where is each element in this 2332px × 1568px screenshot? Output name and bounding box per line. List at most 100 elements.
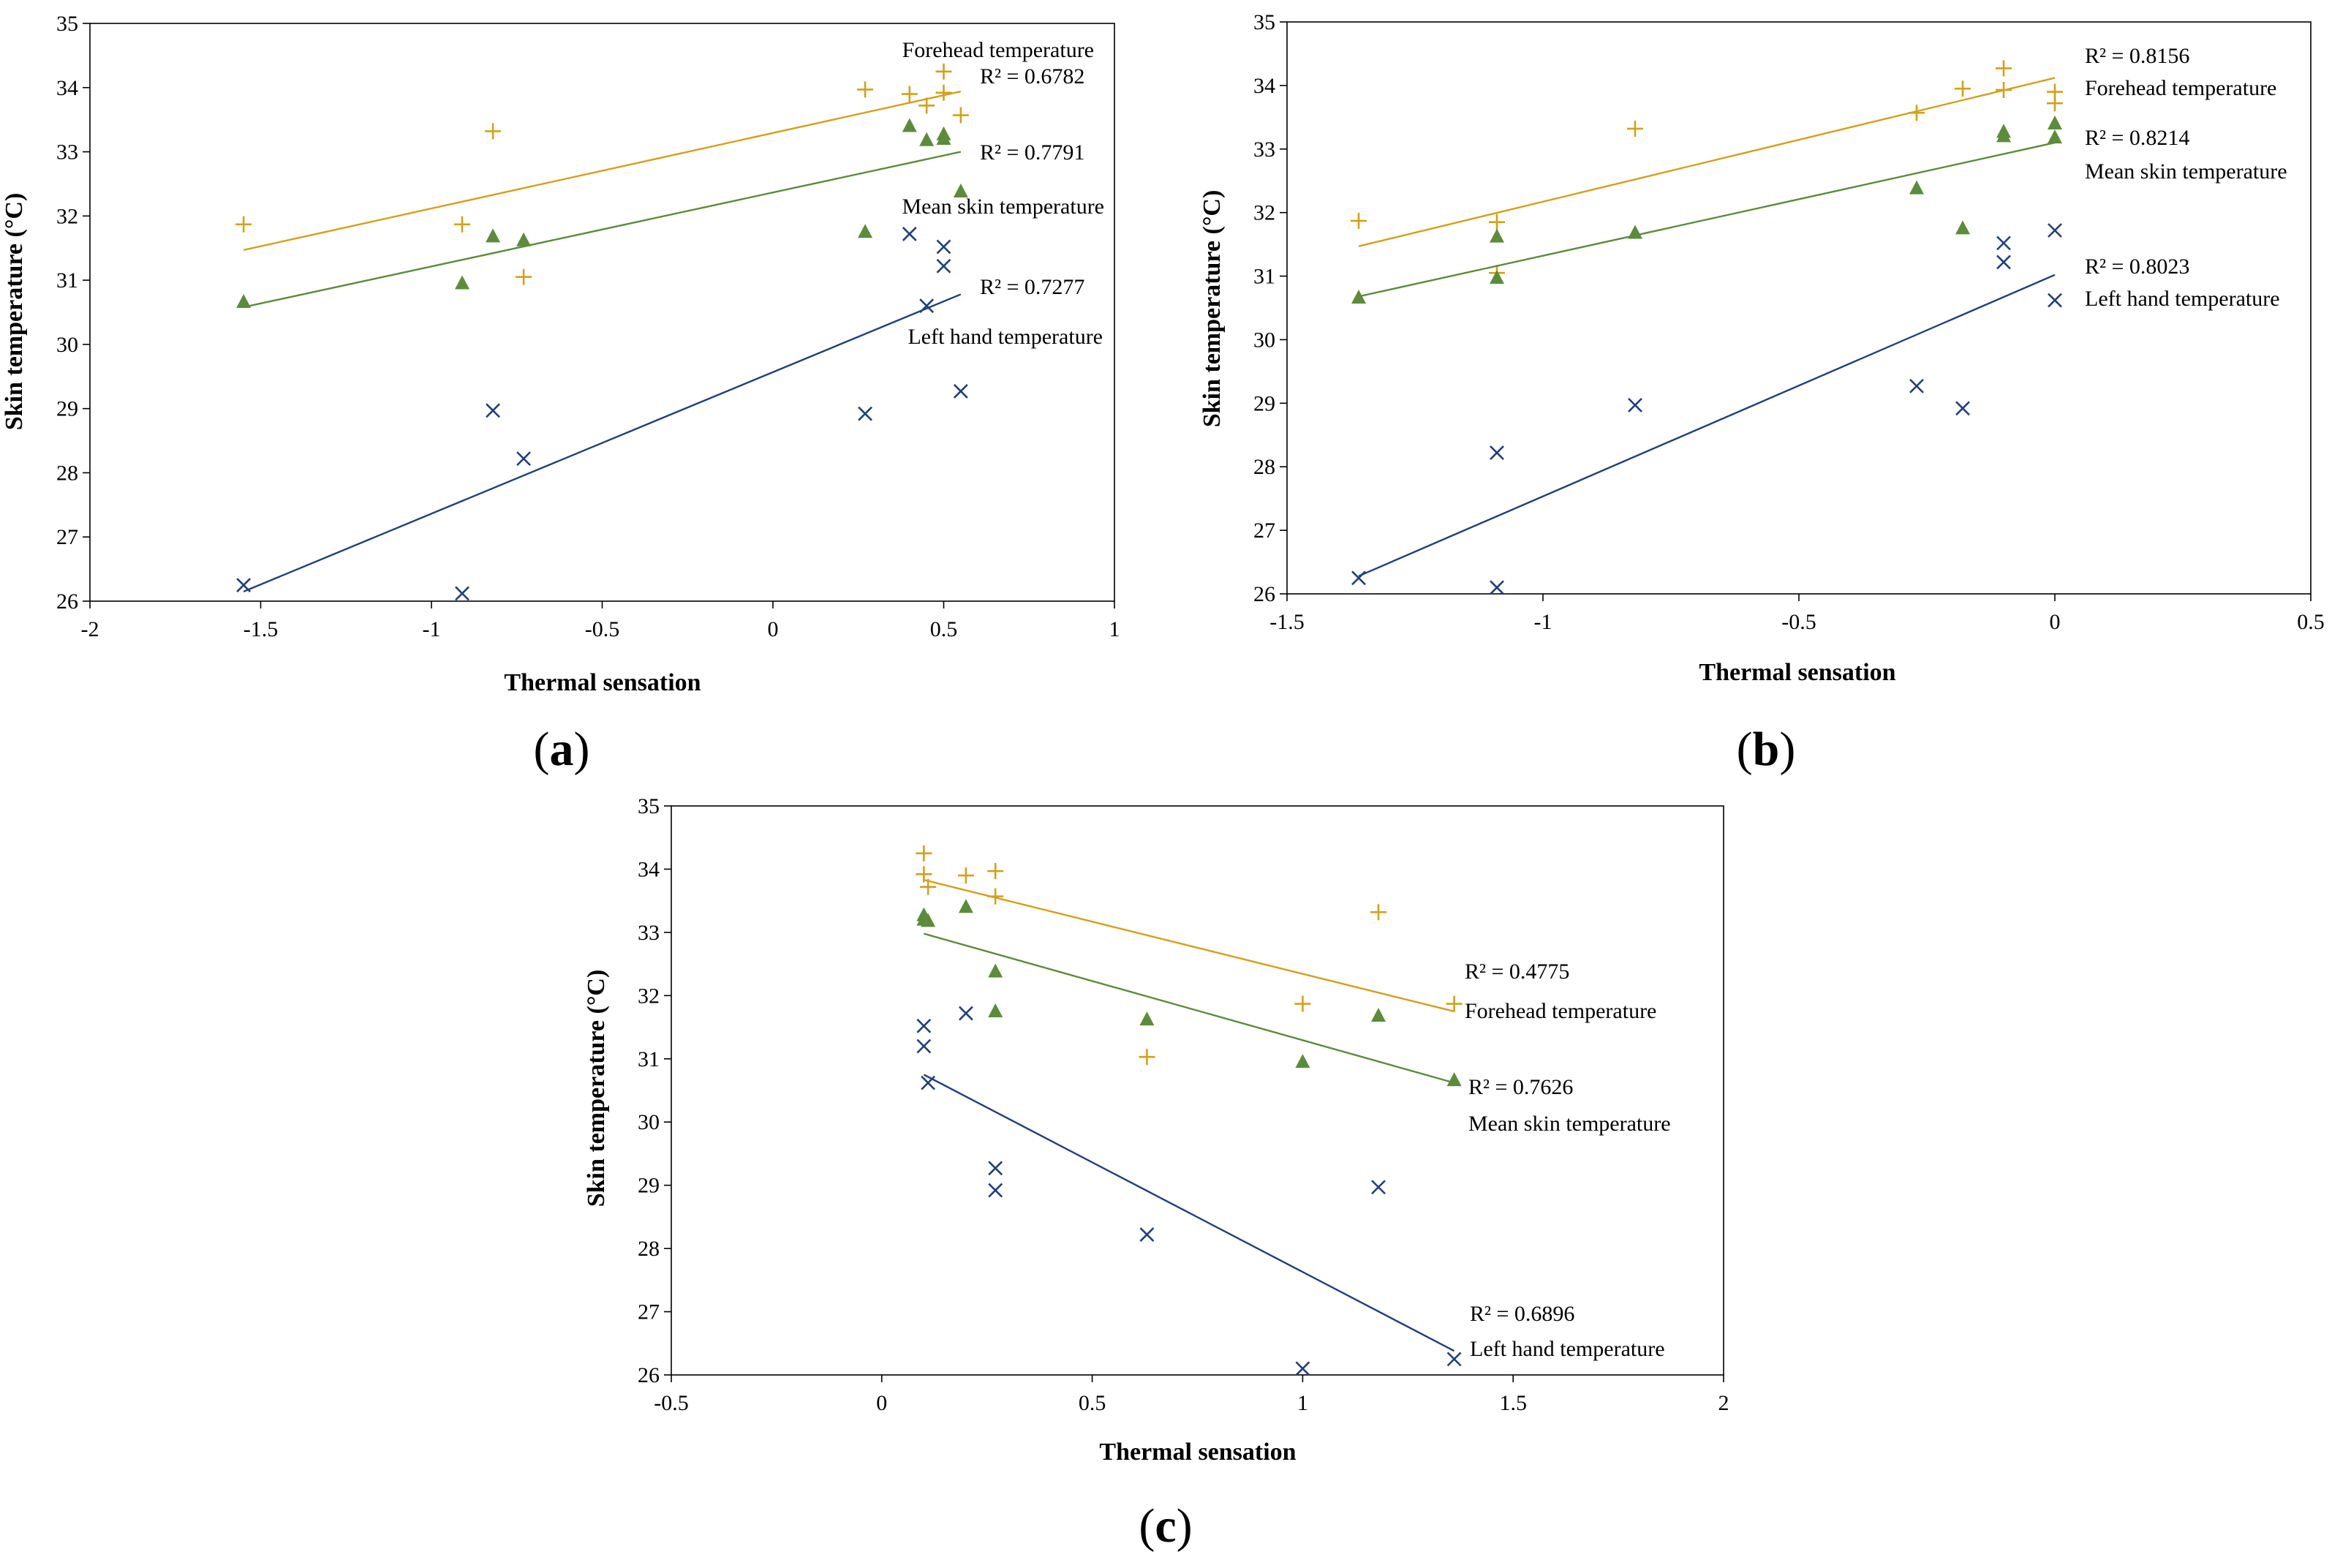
data-point-triangle bbox=[921, 913, 936, 927]
data-point-x bbox=[486, 403, 500, 418]
data-point-triangle bbox=[1139, 1011, 1155, 1026]
data-point-plus bbox=[1909, 105, 1925, 121]
x-axis-title: Thermal sensation bbox=[1699, 659, 1895, 686]
data-point-x bbox=[1996, 255, 2011, 270]
data-point-x bbox=[1371, 1180, 1386, 1195]
data-point-x bbox=[1139, 1227, 1155, 1243]
y-tick-label: 27 bbox=[638, 1300, 660, 1324]
panel-letter: b bbox=[1753, 723, 1780, 776]
y-tick-label: 29 bbox=[638, 1174, 660, 1198]
trendline-forehead bbox=[1358, 77, 2056, 247]
series-name-label: Left hand temperature bbox=[1470, 1337, 1665, 1361]
data-point-plus bbox=[920, 878, 937, 895]
data-point-triangle bbox=[516, 232, 532, 246]
y-tick-label: 27 bbox=[1253, 519, 1275, 543]
y-tick-label: 33 bbox=[638, 921, 660, 945]
y-tick-label: 34 bbox=[56, 76, 78, 100]
x-tick-label: -1 bbox=[423, 617, 441, 641]
panel-label: (c) bbox=[1139, 1499, 1192, 1553]
y-tick-label: 35 bbox=[56, 12, 78, 36]
series-name-label: Forehead temperature bbox=[1465, 999, 1656, 1023]
data-point-triangle bbox=[858, 224, 873, 238]
data-point-x bbox=[916, 1018, 932, 1033]
data-point-x bbox=[916, 1039, 932, 1054]
data-point-plus bbox=[1370, 904, 1387, 921]
data-point-triangle bbox=[953, 183, 968, 197]
x-tick-label: 1 bbox=[1109, 617, 1120, 641]
y-tick-label: 29 bbox=[56, 397, 78, 421]
series-name-label: Mean skin temperature bbox=[1468, 1112, 1671, 1136]
data-point-x bbox=[1955, 401, 1970, 416]
data-point-triangle bbox=[936, 131, 951, 145]
data-point-plus bbox=[454, 216, 471, 233]
series-mean-skin bbox=[916, 899, 1462, 1087]
data-point-plus bbox=[957, 867, 974, 884]
data-point-triangle bbox=[1955, 220, 1970, 235]
y-tick-label: 32 bbox=[56, 204, 78, 228]
x-tick-label: 0.5 bbox=[930, 617, 958, 641]
data-point-plus bbox=[1139, 1049, 1155, 1066]
x-tick-label: -0.5 bbox=[1781, 610, 1816, 634]
y-tick-label: 32 bbox=[1253, 201, 1275, 225]
y-tick-label: 33 bbox=[56, 140, 78, 165]
trendline-left-hand bbox=[923, 1074, 1455, 1352]
data-point-plus bbox=[987, 863, 1004, 880]
y-tick-label: 28 bbox=[1253, 455, 1275, 479]
data-point-x bbox=[455, 586, 469, 601]
y-tick-label: 27 bbox=[56, 525, 78, 549]
series-mean-skin bbox=[236, 118, 968, 309]
data-point-triangle bbox=[902, 118, 917, 132]
data-point-triangle bbox=[236, 293, 252, 308]
trendline-forehead bbox=[924, 878, 1454, 1013]
x-tick-label: 0.5 bbox=[2297, 610, 2325, 634]
r-squared-label: R² = 0.7791 bbox=[980, 140, 1084, 165]
y-tick-label: 26 bbox=[56, 589, 78, 614]
panel-label: (b) bbox=[1737, 723, 1796, 776]
y-axis-title: Skin temperature (°C) bbox=[1199, 190, 1226, 428]
y-tick-label: 34 bbox=[638, 857, 660, 881]
data-point-x bbox=[902, 226, 917, 241]
data-point-triangle bbox=[2048, 129, 2062, 144]
y-tick-label: 28 bbox=[638, 1237, 660, 1261]
data-point-triangle bbox=[988, 963, 1003, 978]
chart-panel-a: 26 27 28 29 30 31 32 33 34 35 -2 -1.5 -1 -0.5 0 0.5 1 The… bbox=[1, 12, 1120, 776]
x-tick-label: -0.5 bbox=[654, 1391, 689, 1415]
x-tick-label: 0 bbox=[2050, 610, 2061, 634]
data-point-triangle bbox=[1295, 1054, 1310, 1068]
data-point-x bbox=[988, 1183, 1003, 1198]
y-tick-label: 31 bbox=[56, 268, 78, 293]
data-point-plus bbox=[935, 63, 952, 80]
data-point-x bbox=[516, 451, 532, 467]
y-tick-label: 29 bbox=[1253, 391, 1275, 415]
series-left-hand bbox=[1351, 223, 2062, 595]
data-point-triangle bbox=[1996, 128, 2011, 143]
data-point-x bbox=[1490, 445, 1504, 461]
series-left-hand bbox=[236, 226, 968, 601]
data-point-triangle bbox=[958, 899, 973, 913]
data-point-triangle bbox=[1446, 1072, 1462, 1087]
x-axis-title: Thermal sensation bbox=[1099, 1439, 1296, 1466]
data-point-x bbox=[1351, 570, 1366, 586]
data-point-plus bbox=[918, 97, 935, 114]
data-point-plus bbox=[1996, 81, 2012, 98]
r-squared-label: R² = 0.8023 bbox=[2085, 255, 2189, 279]
x-tick-label: -0.5 bbox=[585, 617, 620, 641]
series-mean-skin bbox=[1351, 116, 2062, 304]
y-tick-label: 30 bbox=[638, 1110, 660, 1134]
trendline-forehead bbox=[243, 90, 962, 252]
x-tick-label: -1 bbox=[1534, 610, 1552, 634]
data-point-triangle bbox=[1351, 290, 1366, 304]
data-point-plus bbox=[1351, 212, 1367, 229]
series-left-hand bbox=[916, 1006, 1462, 1376]
x-tick-label: 2 bbox=[1718, 1391, 1729, 1415]
data-point-x bbox=[1446, 1352, 1462, 1367]
y-tick-label: 35 bbox=[1253, 10, 1275, 34]
data-point-plus bbox=[1294, 995, 1311, 1012]
trendline-mean-skin bbox=[924, 932, 1454, 1084]
y-tick-label: 33 bbox=[1253, 137, 1275, 162]
data-point-x bbox=[936, 239, 951, 255]
y-tick-label: 31 bbox=[638, 1047, 660, 1071]
r-squared-label: R² = 0.4775 bbox=[1465, 960, 1569, 984]
data-point-plus bbox=[952, 107, 969, 124]
x-tick-label: 1.5 bbox=[1499, 1391, 1527, 1415]
